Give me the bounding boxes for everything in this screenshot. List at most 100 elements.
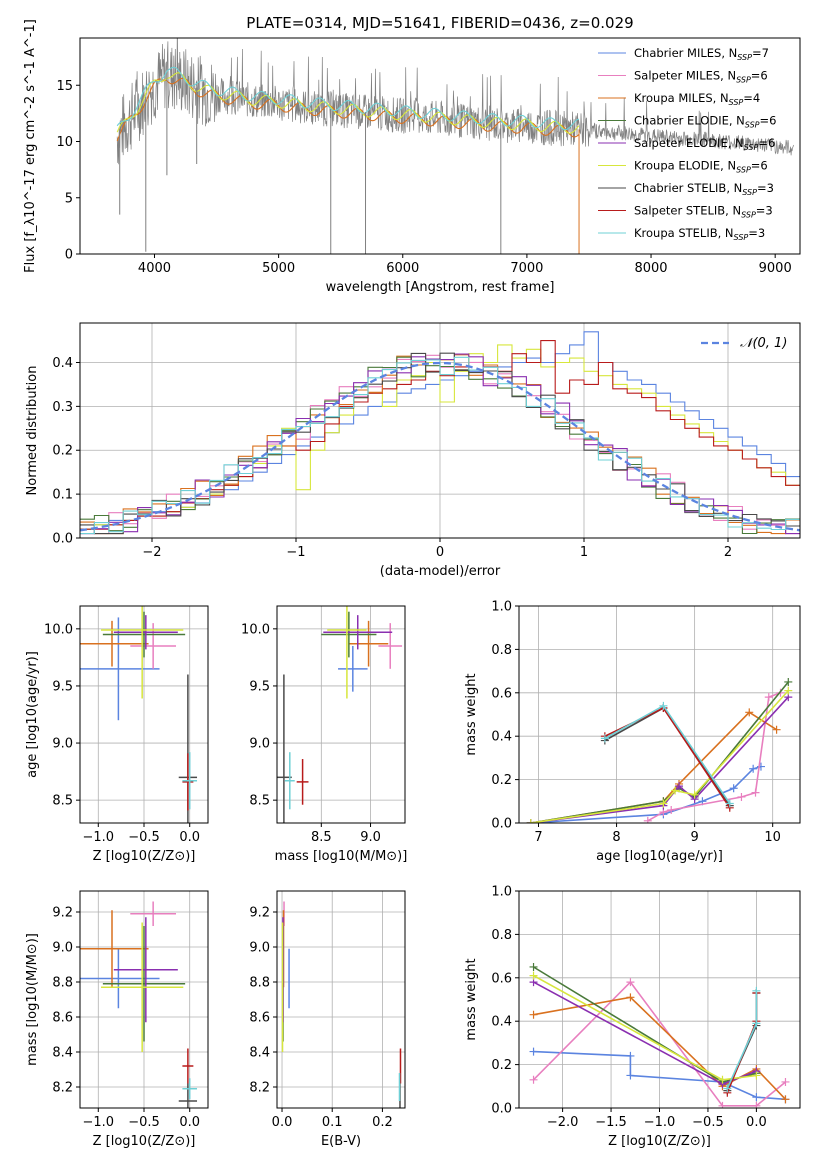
y-tick-label: 10.0 xyxy=(44,622,73,637)
y-tick-label: 0 xyxy=(65,248,73,263)
y-tick-label: 10.0 xyxy=(241,622,270,637)
histogram-series xyxy=(80,344,800,530)
weight-point xyxy=(675,782,684,791)
panel-spectrum: 4000 5000 6000 7000 8000 9000 0 5 10 15 wavelength… xyxy=(23,19,801,295)
y-axis-label: Flux [f_λ10^-17 erg cm^-2 s^-1 A^-1] xyxy=(23,19,38,273)
x-tick-label: 0.0 xyxy=(272,1115,293,1130)
axes-frame xyxy=(276,605,406,824)
x-tick-label: −2 xyxy=(142,545,161,560)
legend-entry: Kroupa ELODIE, NSSP=6 xyxy=(634,159,768,175)
y-tick-label: 0.8 xyxy=(491,928,512,943)
x-tick-label: −0.5 xyxy=(128,1115,160,1130)
x-tick-label: 0.0 xyxy=(179,830,200,845)
x-tick-label: 1 xyxy=(580,545,588,560)
plot-area xyxy=(116,38,794,254)
y-tick-label: 0.1 xyxy=(52,488,73,503)
weight-point xyxy=(626,993,635,1002)
axes-frame xyxy=(276,890,406,1109)
y-tick-label: 15 xyxy=(56,79,73,94)
y-tick-label: 0.3 xyxy=(52,400,73,415)
y-tick-label: 1.0 xyxy=(491,885,512,900)
y-tick-label: 5 xyxy=(65,191,73,206)
weight-point xyxy=(643,816,652,823)
x-tick-label: 0.2 xyxy=(372,1115,393,1130)
x-tick-label: −1.0 xyxy=(82,1115,114,1130)
x-tick-label: 0 xyxy=(436,545,444,560)
x-axis-label: (data-model)/error xyxy=(380,564,501,579)
weight-point xyxy=(752,1093,761,1102)
weight-series xyxy=(533,1050,786,1101)
plot-area xyxy=(277,606,403,823)
x-tick-label: −1.0 xyxy=(644,1115,676,1130)
weight-point xyxy=(529,1047,538,1056)
legend: 𝒩(0, 1) xyxy=(701,336,787,351)
weight-series xyxy=(604,706,731,807)
weight-point xyxy=(526,819,535,823)
weight-series xyxy=(530,765,762,823)
axes-frame xyxy=(79,37,801,255)
legend-entry: Salpeter STELIB, NSSP=3 xyxy=(634,204,773,220)
model-line xyxy=(116,66,580,131)
axes-frame xyxy=(518,605,801,824)
weight-point xyxy=(752,986,761,995)
y-tick-label: 1.0 xyxy=(491,600,512,615)
weight-point xyxy=(749,764,758,773)
x-tick-label: −0.5 xyxy=(128,830,160,845)
x-axis-label: Z [log10(Z/Z⊙)] xyxy=(93,1134,196,1149)
y-tick-label: 0.4 xyxy=(491,730,512,745)
y-tick-label: 8.6 xyxy=(249,1011,270,1026)
weight-point xyxy=(690,790,699,799)
weight-point xyxy=(659,701,668,710)
weight-point xyxy=(764,693,773,702)
x-tick-label: 8.5 xyxy=(311,830,332,845)
x-axis-label: E(B-V) xyxy=(321,1134,361,1149)
legend-entry: 𝒩(0, 1) xyxy=(740,336,787,351)
x-tick-label: 2 xyxy=(724,545,732,560)
y-axis-label: Normed distribution xyxy=(25,366,40,496)
axes-frame xyxy=(79,322,801,539)
y-tick-label: 9.0 xyxy=(52,941,73,956)
y-tick-label: 0.2 xyxy=(52,444,73,459)
weight-series xyxy=(604,706,731,809)
y-tick-label: 8.6 xyxy=(52,1011,73,1026)
y-tick-label: 8.4 xyxy=(52,1046,73,1061)
weight-point xyxy=(781,1095,790,1104)
histogram-series xyxy=(80,356,800,535)
weight-point xyxy=(723,1084,732,1093)
y-tick-label: 9.0 xyxy=(249,941,270,956)
x-tick-label: 0.0 xyxy=(746,1115,767,1130)
legend-entry: Chabrier ELODIE, NSSP=6 xyxy=(634,114,776,130)
legend-entry: Kroupa MILES, NSSP=4 xyxy=(634,91,760,107)
x-tick-label: 9 xyxy=(690,830,698,845)
x-tick-label: 8000 xyxy=(634,261,667,276)
x-tick-label: −2.0 xyxy=(547,1115,579,1130)
x-tick-label: 7 xyxy=(534,830,542,845)
weight-point xyxy=(529,962,538,971)
y-tick-label: 9.5 xyxy=(52,679,73,694)
panel-age-vs-Z: −1.0 −0.5 0.0 8.5 9.0 9.5 10.0 Z [log10(Z/Z⊙)] a… xyxy=(25,605,209,864)
x-tick-label: 0.0 xyxy=(179,1115,200,1130)
panel-age-vs-mass: 8.5 9.0 8.5 9.0 9.5 10.0 mass [log10(M/M⊙)] xyxy=(241,605,407,864)
weight-series xyxy=(533,974,757,1081)
x-axis-label: age [log10(age/yr)] xyxy=(596,849,723,864)
y-tick-label: 0.2 xyxy=(491,773,512,788)
x-tick-label: −1.5 xyxy=(595,1115,627,1130)
x-tick-label: 7000 xyxy=(510,261,543,276)
y-tick-label: 8.2 xyxy=(52,1081,73,1096)
panel-mass-vs-Z: −1.0 −0.5 0.0 8.2 8.4 8.6 8.8 9.0 9.2 Z [log10(Z/… xyxy=(25,890,209,1149)
figure-title: PLATE=0314, MJD=51641, FIBERID=0436, z=0… xyxy=(246,14,633,32)
y-tick-label: 8.5 xyxy=(52,794,73,809)
legend-entry: Chabrier MILES, NSSP=7 xyxy=(634,46,769,62)
y-tick-label: 0.6 xyxy=(491,971,512,986)
x-axis-label: wavelength [Angstrom, rest frame] xyxy=(326,280,555,295)
x-tick-label: 5000 xyxy=(262,261,295,276)
y-tick-label: 9.0 xyxy=(52,737,73,752)
weight-point xyxy=(772,725,781,734)
weight-point xyxy=(529,971,538,980)
weight-point xyxy=(752,1071,761,1080)
weight-point xyxy=(784,677,793,686)
x-axis-label: Z [log10(Z/Z⊙)] xyxy=(608,1134,711,1149)
y-axis-label: mass [log10(M/M⊙)] xyxy=(25,933,40,1066)
weight-point xyxy=(626,978,635,987)
